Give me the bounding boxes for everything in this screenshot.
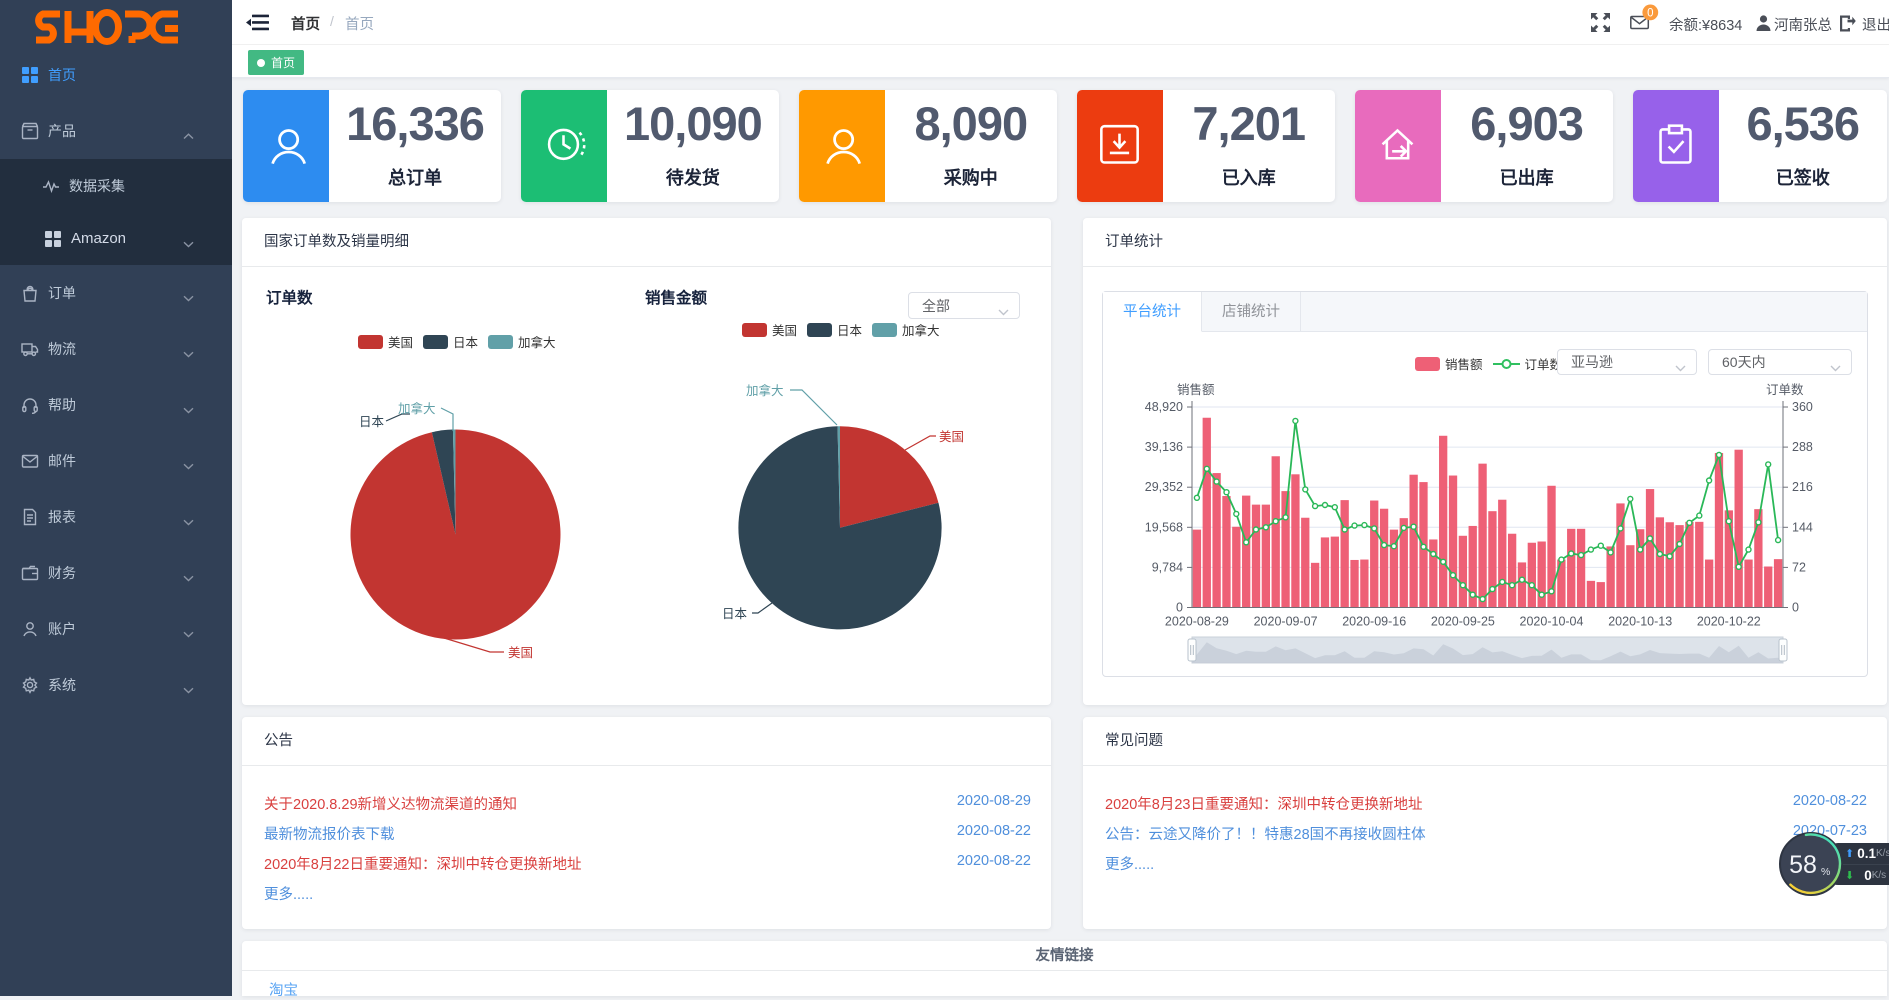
- svg-text:360: 360: [1792, 400, 1813, 414]
- svg-text:19,568: 19,568: [1145, 520, 1183, 534]
- svg-text:58: 58: [1789, 851, 1817, 879]
- svg-text:288: 288: [1792, 440, 1813, 454]
- svg-text:美国: 美国: [939, 430, 964, 444]
- svg-text:%: %: [1821, 866, 1830, 878]
- svg-text:2020-09-07: 2020-09-07: [1254, 615, 1318, 629]
- svg-text:2020-08-29: 2020-08-29: [1165, 615, 1229, 629]
- svg-text:加拿大: 加拿大: [398, 401, 436, 416]
- svg-text:美国: 美国: [508, 646, 533, 660]
- svg-text:0: 0: [1792, 601, 1799, 615]
- svg-text:48,920: 48,920: [1145, 400, 1183, 414]
- svg-text:0: 0: [1647, 8, 1653, 20]
- svg-text:0: 0: [1176, 601, 1183, 615]
- svg-text:日本: 日本: [722, 607, 748, 621]
- svg-text:9,784: 9,784: [1152, 560, 1183, 574]
- svg-text:2020-09-25: 2020-09-25: [1431, 615, 1495, 629]
- svg-text:日本: 日本: [359, 415, 385, 429]
- svg-text:72: 72: [1792, 560, 1806, 574]
- svg-text:2020-10-22: 2020-10-22: [1697, 615, 1761, 629]
- svg-text:216: 216: [1792, 480, 1813, 494]
- svg-text:29,352: 29,352: [1145, 480, 1183, 494]
- svg-text:144: 144: [1792, 520, 1813, 534]
- svg-text:2020-10-04: 2020-10-04: [1520, 615, 1584, 629]
- svg-text:2020-09-16: 2020-09-16: [1342, 615, 1406, 629]
- svg-text:加拿大: 加拿大: [746, 383, 784, 398]
- svg-text:39,136: 39,136: [1145, 440, 1183, 454]
- svg-text:2020-10-13: 2020-10-13: [1608, 615, 1672, 629]
